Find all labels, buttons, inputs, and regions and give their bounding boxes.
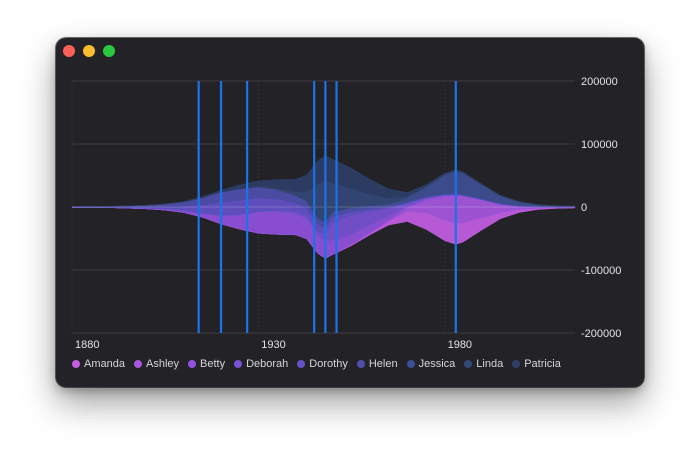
- y-tick-label: -200000: [581, 328, 621, 340]
- y-tick-label: 200000: [581, 76, 618, 88]
- streamgraph-chart: 200000 100000 0 -100000 -200000 1880 1930 1980: [71, 76, 621, 351]
- legend-swatch: [464, 360, 473, 368]
- legend-item: Patricia: [512, 358, 561, 370]
- chart-legend: Amanda Ashley Betty Deborah Dorothy Helen Jess…: [72, 358, 561, 370]
- legend-item: Dorothy: [297, 358, 348, 370]
- x-tick-label: 1930: [261, 339, 285, 351]
- legend-swatch: [188, 360, 197, 368]
- x-tick-label: 1980: [448, 339, 472, 351]
- legend-label: Amanda: [84, 358, 125, 370]
- y-tick-label: 0: [581, 202, 587, 214]
- legend-label: Ashley: [145, 358, 180, 370]
- legend-item: Helen: [356, 358, 398, 370]
- stream-area-patricia: [71, 155, 576, 207]
- y-tick-label: 100000: [581, 139, 618, 151]
- legend-item: Deborah: [234, 358, 288, 370]
- legend-swatch: [406, 360, 415, 368]
- legend-label: Jessica: [418, 358, 456, 370]
- legend-swatch: [297, 360, 306, 368]
- legend-item: Betty: [188, 358, 225, 370]
- legend-swatch: [234, 360, 243, 368]
- close-button[interactable]: [63, 45, 75, 57]
- zoom-button[interactable]: [103, 45, 115, 57]
- legend-item: Amanda: [72, 358, 125, 370]
- legend-label: Deborah: [246, 358, 289, 370]
- y-tick-label: -100000: [581, 265, 621, 277]
- legend-swatch: [72, 360, 80, 368]
- legend-item: Ashley: [133, 358, 180, 370]
- minimize-button[interactable]: [83, 45, 95, 57]
- legend-label: Linda: [476, 358, 504, 370]
- window-controls: [63, 45, 115, 57]
- legend-item: Linda: [464, 358, 503, 370]
- legend-label: Betty: [200, 358, 226, 370]
- x-tick-label: 1880: [75, 339, 99, 351]
- legend-swatch: [356, 360, 365, 368]
- legend-swatch: [133, 360, 142, 368]
- legend-label: Helen: [368, 358, 398, 370]
- app-window: 200000 100000 0 -100000 -200000 1880 1930 1980 …: [56, 38, 644, 387]
- legend-item: Jessica: [406, 358, 456, 370]
- legend-label: Patricia: [524, 358, 561, 370]
- legend-label: Dorothy: [309, 358, 348, 370]
- legend-swatch: [512, 360, 521, 368]
